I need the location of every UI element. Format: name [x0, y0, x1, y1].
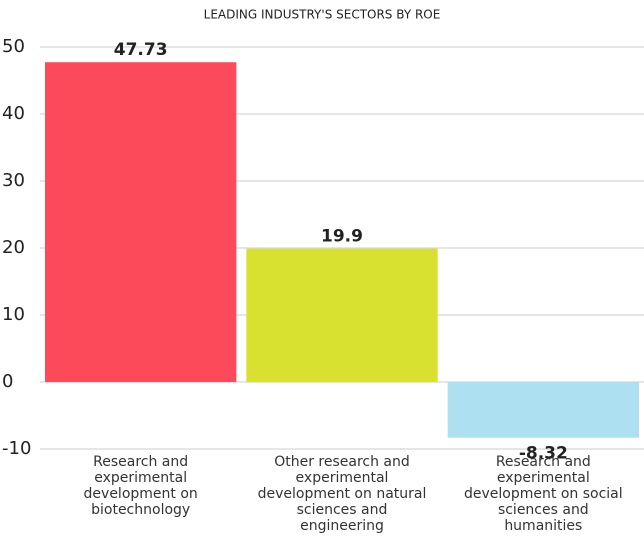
- x-tick-label-box: Other research and experimental developm…: [257, 454, 427, 534]
- x-tick-label: Research and experimental development on…: [83, 454, 198, 518]
- x-tick-label-box: Research and experimental development on…: [83, 454, 198, 518]
- bar: [246, 248, 438, 382]
- x-tick-label-box: Research and experimental development on…: [464, 454, 623, 534]
- y-tick-label: 20: [2, 237, 25, 258]
- data-label: -8.32: [519, 444, 568, 464]
- y-tick-label: 50: [2, 36, 25, 57]
- y-tick-label: 0: [2, 371, 13, 392]
- bar: [447, 382, 639, 438]
- y-tick-label: 30: [2, 170, 25, 191]
- data-label: 47.73: [114, 40, 168, 60]
- x-tick-label: Research and experimental development on…: [464, 454, 623, 534]
- data-label: 19.9: [321, 227, 363, 247]
- chart-title: LEADING INDUSTRY'S SECTORS BY ROE: [204, 8, 441, 22]
- y-tick-label: 40: [2, 103, 25, 124]
- bar: [45, 62, 237, 383]
- y-tick-label: -10: [2, 438, 31, 459]
- y-tick-label: 10: [2, 304, 25, 325]
- x-tick-label: Other research and experimental developm…: [257, 454, 427, 534]
